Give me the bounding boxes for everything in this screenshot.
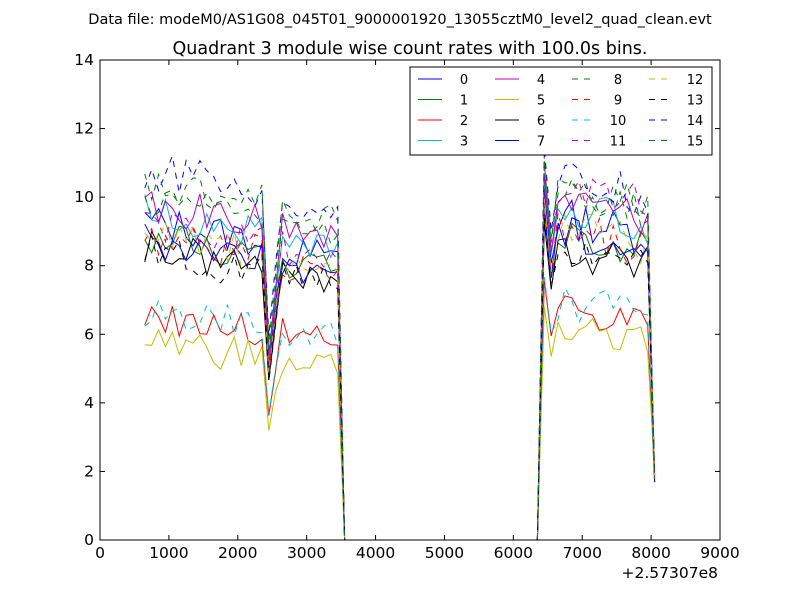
- ticks-layer: 0 1000 2000 3000 4000 5000 6000 7000 8000 9000 0 2 4…: [74, 51, 739, 562]
- series-line-7: [144, 206, 656, 541]
- y-tick-label-6: 12: [74, 120, 94, 138]
- y-tick-label-3: 6: [84, 325, 94, 343]
- legend-label-3: 3: [460, 135, 468, 150]
- series-line-12: [144, 199, 656, 541]
- x-tick-label-2: 2000: [218, 544, 257, 562]
- series-line-11: [144, 154, 656, 541]
- legend-box: [409, 66, 713, 156]
- series-line-15: [144, 158, 656, 541]
- series-line-3: [144, 177, 656, 541]
- series-line-4: [144, 173, 656, 541]
- legend-label-14: 14: [687, 114, 704, 129]
- series-line-1: [144, 206, 656, 541]
- legend-label-8: 8: [614, 73, 622, 88]
- y-tick-label-1: 2: [84, 462, 94, 480]
- y-tick-label-5: 10: [74, 188, 94, 206]
- series-layer: [144, 147, 656, 541]
- legend-label-5: 5: [537, 94, 545, 109]
- legend-label-1: 1: [460, 94, 468, 109]
- series-line-5: [144, 306, 656, 541]
- x-tick-label-7: 7000: [562, 544, 601, 562]
- plot-frame: [99, 59, 721, 541]
- chart-title: Quadrant 3 module wise count rates with …: [173, 39, 648, 59]
- x-tick-label-5: 5000: [425, 544, 464, 562]
- series-line-2: [144, 280, 656, 541]
- legend-label-13: 13: [687, 94, 704, 109]
- legend-label-7: 7: [537, 135, 545, 150]
- legend-label-0: 0: [460, 73, 468, 88]
- legend-label-12: 12: [687, 73, 704, 88]
- legend-label-10: 10: [610, 114, 627, 129]
- y-tick-label-4: 8: [84, 257, 94, 275]
- y-tick-label-0: 0: [84, 531, 94, 549]
- x-offset-label: +2.57307e8: [622, 564, 718, 582]
- x-tick-label-6: 6000: [494, 544, 533, 562]
- legend-label-9: 9: [614, 94, 622, 109]
- legend-label-6: 6: [537, 114, 545, 129]
- x-tick-label-9: 9000: [700, 544, 739, 562]
- series-line-14: [144, 147, 656, 541]
- legend-label-2: 2: [460, 114, 468, 129]
- legend-label-11: 11: [610, 135, 627, 150]
- series-line-6: [144, 221, 656, 541]
- series-line-10: [144, 277, 656, 541]
- x-tick-label-1: 1000: [149, 544, 188, 562]
- x-tick-label-3: 3000: [287, 544, 326, 562]
- y-tick-label-2: 4: [84, 394, 94, 412]
- legend-label-4: 4: [537, 73, 545, 88]
- series-line-8: [144, 162, 656, 541]
- series-line-0: [144, 188, 656, 541]
- y-tick-label-7: 14: [74, 51, 94, 69]
- x-tick-label-4: 4000: [356, 544, 395, 562]
- series-line-9: [144, 202, 656, 541]
- suptitle: Data file: modeM0/AS1G08_045T01_90000019…: [88, 12, 712, 28]
- legend-label-15: 15: [687, 135, 704, 150]
- x-tick-label-8: 8000: [631, 544, 670, 562]
- x-tick-label-0: 0: [95, 544, 105, 562]
